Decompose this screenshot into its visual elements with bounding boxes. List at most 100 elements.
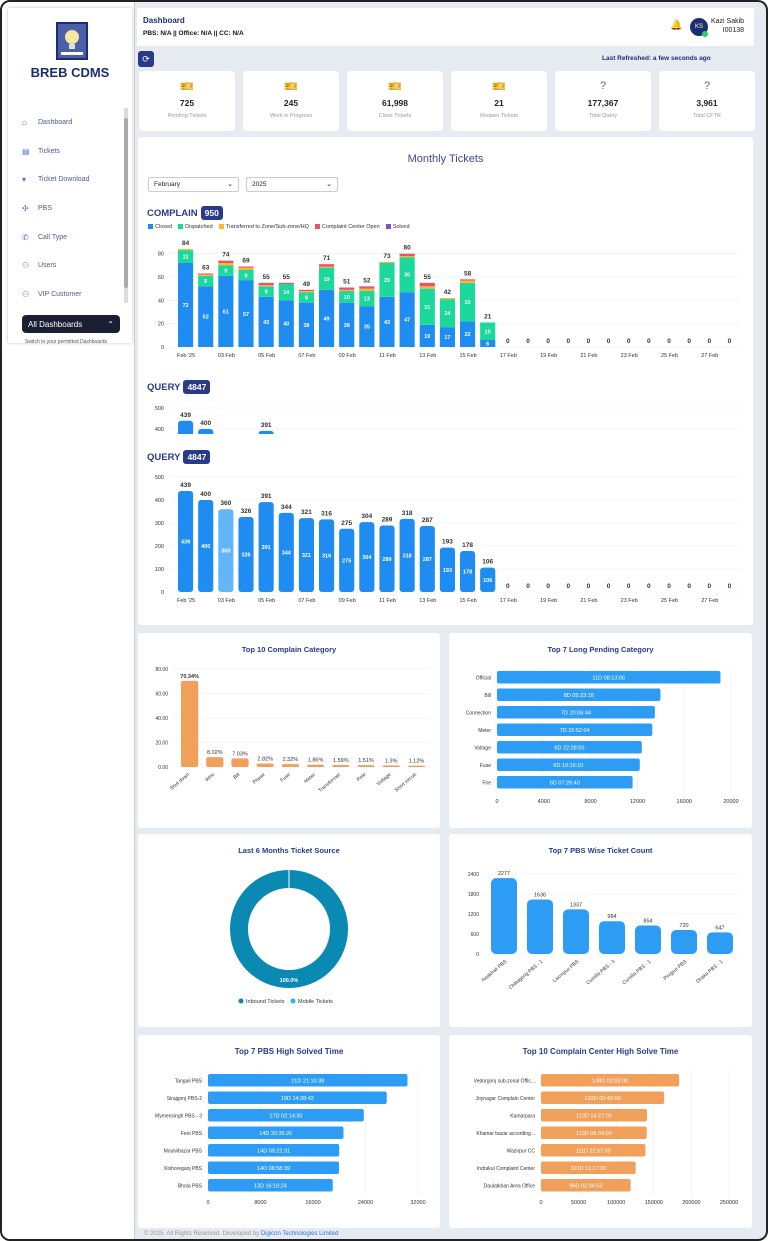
duration-bar-label: 111D 22:57:00 — [576, 1148, 611, 1154]
kpi-card-pending-tickets[interactable]: 🎫 725 Pending Tickets — [139, 71, 235, 131]
duration-bar-label: 11D 08:13:06 — [592, 675, 625, 681]
query-bar — [198, 500, 214, 592]
legend-item[interactable]: Solved — [385, 224, 410, 230]
page-title: Dashboard — [143, 16, 185, 25]
duration-bar-label: 14D 20:35:26 — [259, 1131, 292, 1137]
bar-segment-complaint-center-open — [339, 287, 355, 290]
x-tick-label: Transformer — [318, 772, 343, 794]
query-bar-total-label: 0 — [587, 583, 591, 590]
sidebar-item-users[interactable]: ⚇ Users — [22, 251, 122, 280]
sidebar-item-call-type[interactable]: ✆ Call Type — [22, 223, 122, 252]
x-tick-label: 13 Feb — [419, 353, 436, 359]
duration-bar — [497, 723, 653, 736]
y-tick-label: 1800 — [468, 892, 479, 898]
legend-item[interactable]: Transferred to Zone/Sub-zone/HQ — [218, 224, 309, 230]
sidebar-item-dashboard[interactable]: ⌂ Dashboard — [22, 108, 122, 137]
sidebar-item-tickets[interactable]: ▤ Tickets — [22, 137, 122, 166]
bar-total-label: 51 — [343, 279, 351, 286]
duration-bar — [208, 1074, 408, 1087]
y-tick-label: Connection — [466, 710, 492, 716]
bar-segment-dispatched — [319, 267, 335, 290]
bar-segment-label: 57 — [243, 312, 249, 318]
kpi-label: Work in Progress — [269, 113, 313, 119]
legend-item[interactable]: Closed — [148, 224, 172, 230]
sidebar-scrollbar[interactable] — [124, 108, 128, 303]
bar-total-label: 0 — [566, 338, 570, 345]
bar-segment-dispatched — [278, 284, 294, 301]
ticket-source-chart: 100.0% Inbound Tickets Mobile Tickets — [230, 870, 348, 1005]
bar-segment-complaint-center-open — [460, 279, 476, 281]
year-select-value: 2025 — [252, 181, 267, 188]
legend-item[interactable]: Complaint Center Open — [314, 224, 380, 230]
bar-segment-dispatched — [379, 263, 395, 297]
ticket-icon: ▤ — [22, 146, 30, 156]
year-select[interactable]: 2025 ⌄ — [246, 177, 338, 192]
sidebar: BREB CDMS ⌂ Dashboard ▤ Tickets ▾ Ticket Down… — [2, 2, 135, 1239]
query-count-badge: 4847 — [183, 450, 211, 464]
network-icon: ✣ — [22, 203, 29, 213]
bar-segment-label: 9 — [265, 290, 268, 296]
y-tick-label: 600 — [471, 932, 480, 938]
sidebar-item-label: Users — [38, 262, 57, 270]
y-tick-label: 300 — [155, 521, 164, 527]
kpi-card-work-in-progress[interactable]: 🎫 245 Work in Progress — [243, 71, 339, 131]
query-bar-inner-label: 178 — [463, 570, 472, 576]
complain-heading: COMPLAIN 950 — [147, 206, 223, 220]
legend-item[interactable]: Dispatched — [178, 224, 213, 230]
kpi-card-total-cftr[interactable]: ? 3,961 Total CFTR — [659, 71, 755, 131]
duration-bar-label: 132D 00:42:00 — [585, 1096, 621, 1102]
bar-total-label: 49 — [303, 281, 311, 288]
kpi-card-close-tickets[interactable]: 🎫 61,998 Close Tickets — [347, 71, 443, 131]
duration-bar — [541, 1109, 647, 1122]
legend-swatch — [314, 224, 320, 230]
duration-bar — [541, 1161, 636, 1174]
scope-info: PBS: N/A || Office: N/A || CC: N/A — [143, 30, 244, 37]
x-tick-label: 23 Feb — [621, 353, 638, 359]
user-info[interactable]: Kazi Sakib I00138 — [711, 17, 744, 35]
bar-total-label: 80 — [404, 245, 412, 252]
duration-bar-label: 6D 22:28:50 — [554, 745, 584, 751]
bell-icon[interactable]: 🔔 — [670, 20, 683, 31]
kpi-card-total-query[interactable]: ? 177,367 Total Query — [555, 71, 651, 131]
online-status-dot — [702, 31, 708, 37]
duration-bar-label: 21D 21:10:38 — [291, 1078, 324, 1084]
bar-segment-transferred-to-zone-sub-zone-hq — [198, 274, 214, 276]
duration-bar-label: 14D 09:22:31 — [257, 1148, 290, 1154]
pbs-bar-label: 984 — [607, 914, 616, 920]
x-tick-label: 50000 — [571, 1200, 586, 1206]
developer-link[interactable]: Digicon Technologies Limited — [260, 1231, 339, 1237]
category-bar — [407, 765, 425, 767]
query-bar-total-label: 360 — [220, 500, 231, 507]
y-tick-label: 0 — [476, 952, 479, 958]
y-tick-label: 500 — [155, 406, 164, 412]
kpi-label: Total Query — [588, 113, 618, 119]
sidebar-item-label: Ticket Download — [38, 176, 90, 184]
x-tick-label: 05 Feb — [258, 598, 275, 604]
category-bar-label: 1.51% — [358, 758, 374, 764]
refresh-button[interactable]: ⟳ — [138, 51, 154, 67]
x-tick-label: 150000 — [645, 1200, 663, 1206]
x-tick-label: Phase — [252, 772, 267, 786]
kpi-card-reopen-tickets[interactable]: 🎫 21 Reopen Tickets — [451, 71, 547, 131]
x-tick-label: Pole — [356, 772, 368, 783]
phone-icon: ✆ — [22, 232, 29, 242]
all-dashboards-button[interactable]: All Dashboards ⌃ — [22, 315, 120, 333]
duration-bar — [497, 706, 655, 719]
bar-segment-label: 17 — [444, 335, 450, 341]
bar-segment-closed — [419, 324, 435, 347]
bar-segment-complaint-center-open — [258, 282, 274, 286]
month-select[interactable]: February ⌄ — [148, 177, 239, 192]
query-bar-total-label: 0 — [607, 583, 611, 590]
sidebar-item-vip-customer[interactable]: ⚇ VIP Customer — [22, 280, 122, 309]
bar-segment-transferred-to-zone-sub-zone-hq — [319, 266, 335, 268]
ticket-icon: 🎫 — [388, 81, 402, 93]
query-bar-total-label: 0 — [647, 583, 651, 590]
query-bar — [359, 522, 375, 592]
y-tick-label: Official — [476, 675, 491, 681]
sidebar-item-pbs[interactable]: ✣ PBS — [22, 194, 122, 223]
bar-segment-closed — [198, 286, 214, 347]
sidebar-item-ticket-download[interactable]: ▾ Ticket Download — [22, 165, 122, 194]
pbs-bar-label: 1337 — [570, 902, 582, 908]
x-tick-label: 03 Feb — [218, 353, 235, 359]
home-icon: ⌂ — [22, 117, 27, 127]
